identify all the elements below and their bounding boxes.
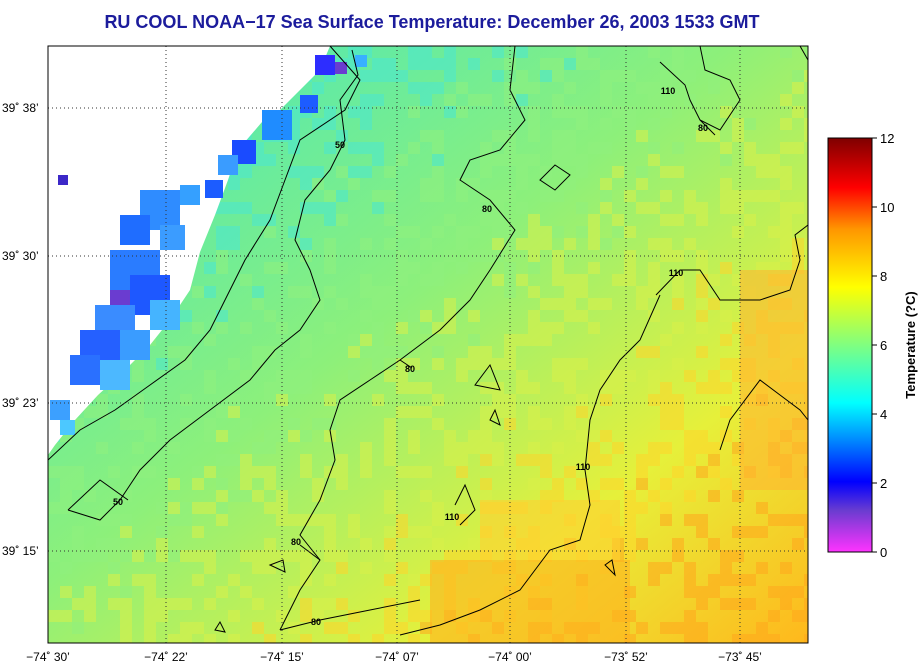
contour-label: 110: [669, 268, 684, 278]
coastline: [48, 46, 361, 461]
colorbar-tick-label: 2: [880, 476, 887, 491]
x-tick-label: −74˚ 30’: [26, 650, 70, 664]
contour-label: 80: [482, 204, 492, 214]
contour-line: [67, 49, 359, 521]
contour-lines: 50 50 80 80 80 80 110 80 110 110 110: [67, 46, 808, 636]
contour-label: 80: [405, 364, 415, 374]
contour-line: [604, 559, 616, 577]
contour-line: [454, 483, 476, 526]
colorbar: 12 10 8 6 4 2 0 Temperature (?C): [827, 131, 918, 560]
contour-line: [268, 559, 286, 573]
y-tick-label: 39˚ 38’: [2, 101, 39, 115]
contour-line: [399, 359, 413, 369]
contour-line: [699, 119, 716, 136]
colorbar-tick-label: 8: [880, 269, 887, 284]
contour-line: [399, 294, 661, 636]
contour-line: [474, 363, 501, 391]
colorbar-ramp: [827, 137, 873, 553]
contour-label: 80: [291, 537, 301, 547]
contour-line: [719, 379, 808, 451]
contour-line: [539, 164, 571, 191]
contour-label: 50: [113, 497, 123, 507]
colorbar-tick-label: 6: [880, 338, 887, 353]
contour-label: 110: [445, 512, 460, 522]
colorbar-tick-label: 10: [880, 200, 894, 215]
contour-label: 50: [335, 140, 345, 150]
lat-lon-grid: [48, 46, 808, 643]
cold-coastal-pixels: [50, 55, 367, 435]
latitude-ticks: 39˚ 38’ 39˚ 30’ 39˚ 23’ 39˚ 15’: [2, 101, 39, 558]
y-tick-label: 39˚ 15’: [2, 544, 39, 558]
colorbar-tick-label: 0: [880, 545, 887, 560]
y-tick-label: 39˚ 23’: [2, 396, 39, 410]
contour-line: [799, 46, 808, 61]
contour-line: [299, 544, 321, 561]
x-tick-label: −74˚ 07’: [375, 650, 419, 664]
contour-line: [489, 408, 501, 426]
colorbar-label: Temperature (?C): [903, 291, 918, 398]
contour-line: [655, 224, 808, 301]
x-tick-label: −74˚ 00’: [488, 650, 532, 664]
y-tick-label: 39˚ 30’: [2, 249, 39, 263]
colorbar-tick-label: 4: [880, 407, 887, 422]
map-area: 50 50 80 80 80 80 110 80 110 110 110: [48, 46, 808, 643]
x-tick-label: −74˚ 22’: [144, 650, 188, 664]
contour-line: [659, 46, 741, 131]
x-tick-label: −73˚ 52’: [604, 650, 648, 664]
x-tick-label: −73˚ 45’: [718, 650, 762, 664]
colorbar-tick-label: 12: [880, 131, 894, 146]
contour-label: 110: [661, 86, 676, 96]
contour-line: [67, 479, 129, 511]
map-frame: [47, 45, 809, 644]
contour-label: 80: [311, 617, 321, 627]
x-tick-label: −74˚ 15’: [260, 650, 304, 664]
contour-line: [279, 46, 526, 631]
contour-label: 80: [698, 123, 708, 133]
contour-line: [214, 620, 226, 633]
figure-title: RU COOL NOAA−17 Sea Surface Temperature:…: [104, 12, 759, 32]
contour-label: 110: [576, 462, 591, 472]
contour-line: [279, 599, 421, 631]
colorbar-ticks: 12 10 8 6 4 2 0: [872, 131, 894, 560]
longitude-ticks: −74˚ 30’ −74˚ 22’ −74˚ 15’ −74˚ 07’ −74˚ 00’…: [26, 650, 762, 664]
